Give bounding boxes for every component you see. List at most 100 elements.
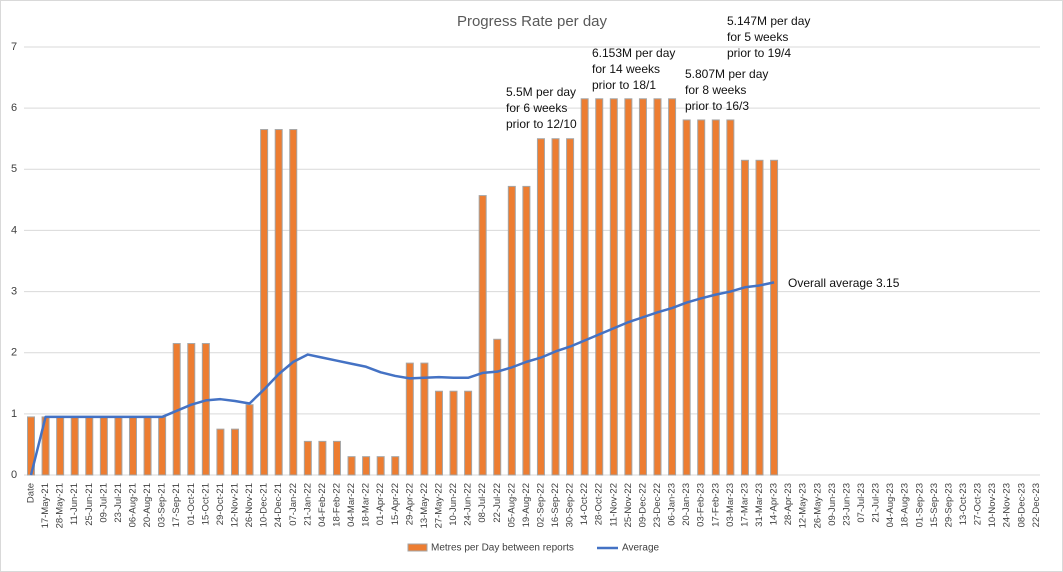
x-tick-label: 18-Feb-22: [331, 483, 342, 527]
x-tick-label: 03-Mar-23: [725, 483, 736, 527]
bar: [551, 138, 560, 476]
legend-label: Metres per Day between reports: [431, 543, 574, 554]
x-tick-label: 04-Feb-22: [317, 483, 328, 527]
bar: [332, 440, 341, 476]
x-tick-label: 09-Jul-21: [98, 483, 109, 523]
x-tick-label: 23-Jun-23: [841, 483, 852, 526]
x-tick-label: 08-Dec-23: [1016, 483, 1027, 527]
bar: [638, 98, 647, 476]
bar: [653, 98, 662, 476]
x-tick-label: 10-Jun-22: [448, 483, 459, 526]
annotation: Overall average 3.15: [788, 276, 900, 290]
bar: [595, 98, 604, 476]
x-tick-label: 29-Oct-21: [215, 483, 226, 525]
bar: [464, 390, 473, 476]
x-tick-label: 14-Apr-23: [769, 483, 780, 525]
bar: [187, 343, 196, 476]
bar: [668, 98, 677, 476]
annotation: prior to 19/4: [727, 46, 791, 60]
x-tick-label: 28-May-21: [55, 483, 66, 528]
y-tick-label: 1: [11, 408, 17, 420]
annotation: 6.153M per day: [592, 46, 675, 60]
bar: [507, 185, 516, 476]
annotation: for 6 weeks: [506, 101, 567, 115]
bar: [478, 195, 487, 476]
x-tick-label: 03-Sep-21: [157, 483, 168, 527]
bar: [85, 416, 94, 476]
bar: [303, 440, 312, 476]
x-tick-label: 20-Jan-23: [681, 483, 692, 526]
y-tick-label: 2: [11, 347, 17, 359]
bar: [624, 98, 633, 476]
legend-label: Average: [622, 543, 660, 554]
x-tick-label: 24-Nov-23: [1002, 483, 1013, 527]
x-tick-label: 23-Jul-21: [113, 483, 124, 523]
x-tick-label: 18-Aug-23: [900, 483, 911, 527]
x-tick-label: 25-Nov-22: [623, 483, 634, 527]
y-tick-label: 5: [11, 163, 17, 175]
annotation: for 5 weeks: [727, 30, 788, 44]
x-tick-label: 01-Sep-23: [914, 483, 925, 527]
annotation: for 14 weeks: [592, 62, 660, 76]
bar: [260, 129, 269, 476]
x-tick-label: Date: [26, 483, 37, 503]
x-tick-label: 21-Jul-23: [871, 483, 882, 523]
average-line: [29, 281, 775, 476]
x-tick-label: 20-Aug-21: [142, 483, 153, 527]
x-tick-label: 16-Sep-22: [550, 483, 561, 527]
x-tick-label: 21-Jan-22: [302, 483, 313, 526]
x-tick-label: 01-Apr-22: [375, 483, 386, 525]
bar: [27, 416, 35, 476]
x-tick-label: 15-Oct-21: [200, 483, 211, 525]
x-tick-label: 29-Apr-22: [404, 483, 415, 525]
annotation: for 8 weeks: [685, 83, 746, 97]
bar: [143, 416, 152, 476]
bar: [755, 159, 764, 476]
x-tick-label: 22-Jul-22: [492, 483, 503, 523]
y-tick-label: 0: [11, 469, 17, 481]
x-tick-label: 26-May-23: [812, 483, 823, 528]
x-tick-label: 26-Nov-21: [244, 483, 255, 527]
bar: [711, 119, 720, 476]
x-tick-label: 15-Apr-22: [390, 483, 401, 525]
x-tick-label: 17-Feb-23: [710, 483, 721, 527]
bar: [493, 338, 502, 476]
x-tick-label: 07-Jan-22: [288, 483, 299, 526]
bar: [128, 416, 137, 476]
x-tick-label: 14-Oct-22: [579, 483, 590, 525]
bar: [70, 416, 79, 476]
bar: [682, 119, 691, 476]
x-tick-label: 27-May-22: [433, 483, 444, 528]
chart-title: Progress Rate per day: [457, 13, 608, 30]
x-tick-label: 13-May-22: [419, 483, 430, 528]
bar: [566, 138, 575, 476]
annotation: 5.5M per day: [506, 85, 576, 99]
x-tick-label: 05-Aug-22: [506, 483, 517, 527]
x-tick-label: 12-Nov-21: [229, 483, 240, 527]
annotation: prior to 12/10: [506, 117, 577, 131]
x-tick-label: 15-Sep-23: [929, 483, 940, 527]
x-tick-label: 17-Sep-21: [171, 483, 182, 527]
x-tick-label: 07-Jul-23: [856, 483, 867, 523]
bar: [56, 416, 65, 476]
annotation: prior to 18/1: [592, 78, 656, 92]
x-tick-label: 11-Jun-21: [69, 483, 80, 525]
x-tick-label: 27-Oct-23: [973, 483, 984, 525]
x-tick-label: 12-May-23: [798, 483, 809, 528]
bar: [274, 129, 283, 476]
x-tick-label: 17-Mar-23: [739, 483, 750, 527]
x-tick-label: 04-Mar-22: [346, 483, 357, 527]
x-tick-label: 18-Mar-22: [361, 483, 372, 527]
bar: [522, 185, 531, 476]
bar: [391, 456, 400, 476]
bar: [405, 362, 414, 476]
x-tick-label: 24-Jun-22: [463, 483, 474, 526]
bar: [99, 416, 108, 476]
x-tick-label: 03-Feb-23: [696, 483, 707, 527]
bar: [580, 98, 589, 476]
y-tick-label: 3: [11, 285, 17, 297]
y-tick-label: 6: [11, 102, 17, 114]
x-tick-label: 25-Jun-21: [84, 483, 95, 526]
bar: [362, 456, 371, 476]
